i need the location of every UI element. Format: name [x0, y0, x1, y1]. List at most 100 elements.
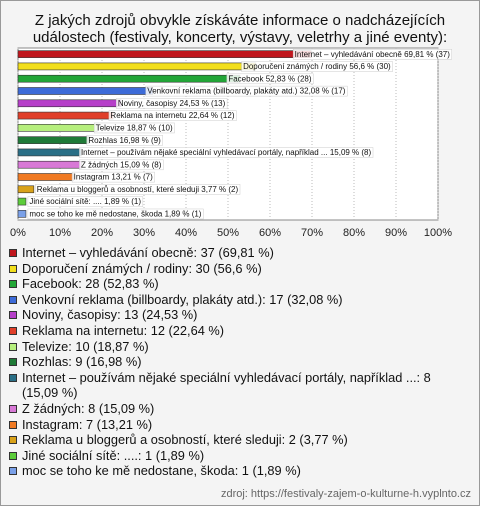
x-tick-label: 70% — [301, 227, 323, 239]
bar-label: Internet – vyhledávání obecně 69,81 % (3… — [295, 50, 451, 59]
legend-swatch — [9, 451, 17, 460]
bar-label: moc se toho ke mě nedostane, škoda 1,89 … — [29, 209, 201, 218]
bar — [17, 62, 257, 71]
legend-item: Z žádných: 8 (15,09 %) — [9, 401, 464, 417]
bar-label: Jiné sociální sítě: .... 1,89 % (1) — [29, 197, 141, 206]
bar-label-group: Venkovní reklama (billboardy, plakáty at… — [145, 85, 348, 97]
bar — [17, 148, 82, 157]
bar-label-box — [145, 85, 348, 97]
bar-label: Reklama na internetu 22,64 % (12) — [110, 111, 234, 120]
bar-label: Z žádných 15,09 % (8) — [81, 160, 162, 169]
legend-swatch — [9, 311, 17, 320]
bar-label: Noviny, časopisy 24,53 % (13) — [118, 99, 226, 108]
bar-label-group: Doporučení známých / rodiny 56,6 % (30) — [241, 61, 393, 72]
bar-label-group: Rozhlas 16,98 % (9) — [86, 135, 163, 146]
legend-swatch — [9, 342, 17, 351]
x-tick-label: 20% — [91, 227, 113, 239]
source: zdroj: https://festivaly-zajem-o-kulturn… — [220, 488, 471, 500]
bar — [17, 50, 312, 58]
legend-swatch — [9, 420, 17, 429]
bar-label-group: Z žádných 15,09 % (8) — [79, 159, 164, 171]
legend-label: Reklama na internetu: 12 (22,64 %) — [22, 322, 225, 338]
bar-label-box — [116, 98, 228, 109]
x-tick-label: 10% — [49, 227, 71, 239]
legend-item: moc se toho ke mě nedostane, škoda: 1 (1… — [9, 463, 464, 479]
bar — [17, 74, 241, 83]
x-tick-label: 40% — [175, 227, 197, 239]
bar — [17, 111, 114, 120]
legend-label: Televize: 10 (18,87 %) — [22, 338, 149, 354]
bar-label-box — [86, 135, 163, 146]
bar-label-group: moc se toho ke mě nedostane, škoda 1,89 … — [27, 208, 204, 220]
legend-label: Venkovní reklama (billboardy, plakáty at… — [22, 291, 343, 307]
bar-label-box — [292, 49, 452, 60]
bar-label-box — [79, 159, 164, 171]
bar-label: Venkovní reklama (billboardy, plakáty at… — [147, 87, 346, 96]
legend: Internet – vyhledávání obecně: 37 (69,81… — [9, 245, 464, 479]
bar-label-box — [27, 196, 144, 207]
legend-swatch — [9, 326, 17, 335]
bar-label: Instagram 13,21 % (7) — [74, 173, 153, 182]
bar-label-group: Reklama u bloggerů a osobností, které sl… — [34, 184, 241, 195]
bar-label: Internet – používám nějaké speciální vyh… — [81, 148, 372, 157]
bar-label-group: Instagram 13,21 % (7) — [71, 171, 155, 183]
legend-item: Reklama na internetu: 12 (22,64 %) — [9, 323, 464, 339]
chart: 0% 10% 20% 30% 40% 50% 60% 70% 80% 90% 100% Interne… — [10, 47, 452, 239]
bar-label-group: Facebook 52,83 % (28) — [226, 73, 314, 85]
x-tick-label: 80% — [343, 227, 365, 239]
legend-item: Internet – používám nějaké speciální vyh… — [9, 370, 464, 401]
legend-label: Noviny, časopisy: 13 (24,53 %) — [22, 307, 198, 323]
legend-label: Rozhlas: 9 (16,98 %) — [22, 354, 142, 370]
legend-swatch — [9, 280, 17, 289]
bar — [17, 173, 74, 181]
legend-swatch — [9, 264, 17, 273]
bar-label-group: Internet – používám nějaké speciální vyh… — [79, 147, 374, 158]
legend-label: Reklama u bloggerů a osobností, které sl… — [22, 432, 348, 448]
legend-swatch — [9, 373, 17, 382]
legend-item: Internet – vyhledávání obecně: 37 (69,81… — [9, 245, 464, 261]
legend-label: Internet – používám nějaké speciální vyh… — [22, 369, 431, 401]
legend-label: Facebook: 28 (52,83 %) — [22, 276, 159, 292]
bar-label-box — [241, 61, 393, 72]
legend-item: Televize: 10 (18,87 %) — [9, 339, 464, 355]
bar-label-box — [93, 122, 175, 134]
bar — [17, 197, 27, 206]
legend-item: Noviny, časopisy: 13 (24,53 %) — [9, 307, 464, 323]
legend-label: Instagram: 7 (13,21 %) — [22, 416, 153, 432]
bar — [17, 136, 90, 144]
x-tick-label: 90% — [385, 227, 407, 239]
legend-swatch — [9, 467, 17, 476]
bar-label: Doporučení známých / rodiny 56,6 % (30) — [243, 62, 391, 71]
x-tick-label: 100% — [424, 227, 452, 239]
bar-label: Rozhlas 16,98 % (9) — [88, 136, 161, 145]
bar — [17, 99, 122, 108]
bar-label-box — [34, 184, 241, 195]
legend-label: Internet – vyhledávání obecně: 37 (69,81… — [22, 245, 274, 260]
bar-label-box — [226, 73, 314, 85]
legend-label: Z žádných: 8 (15,09 %) — [22, 400, 155, 416]
legend-item: Venkovní reklama (billboardy, plakáty at… — [9, 292, 464, 308]
legend-label: Doporučení známých / rodiny: 30 (56,6 %) — [22, 260, 262, 276]
x-tick-label: 60% — [259, 227, 281, 239]
bar-label-box — [71, 171, 155, 183]
legend-item: Facebook: 28 (52,83 %) — [9, 276, 464, 292]
legend-item: Rozhlas: 9 (16,98 %) — [9, 354, 464, 370]
legend-item: Jiné sociální sítě: ....: 1 (1,89 %) — [9, 448, 464, 464]
bar-label-box — [108, 110, 237, 121]
bar — [17, 210, 27, 218]
legend-swatch — [9, 404, 17, 413]
legend-swatch — [9, 249, 17, 257]
bar-label-box — [79, 147, 374, 158]
legend-label: moc se toho ke mě nedostane, škoda: 1 (1… — [22, 463, 301, 479]
bar-label-group: Noviny, časopisy 24,53 % (13) — [116, 98, 228, 109]
bar — [17, 160, 82, 169]
bar-label: Televize 18,87 % (10) — [96, 123, 173, 132]
bar-label-group: Televize 18,87 % (10) — [93, 122, 175, 134]
legend-item: Reklama u bloggerů a osobností, které sl… — [9, 432, 464, 448]
chart-title: Z jakých zdrojů obvykle získáváte inform… — [32, 12, 448, 46]
x-tick-label: 50% — [217, 227, 239, 239]
bar-label-group: Jiné sociální sítě: .... 1,89 % (1) — [27, 196, 144, 207]
legend-label: Jiné sociální sítě: ....: 1 (1,89 %) — [22, 447, 205, 463]
legend-item: Doporučení známých / rodiny: 30 (56,6 %) — [9, 261, 464, 277]
